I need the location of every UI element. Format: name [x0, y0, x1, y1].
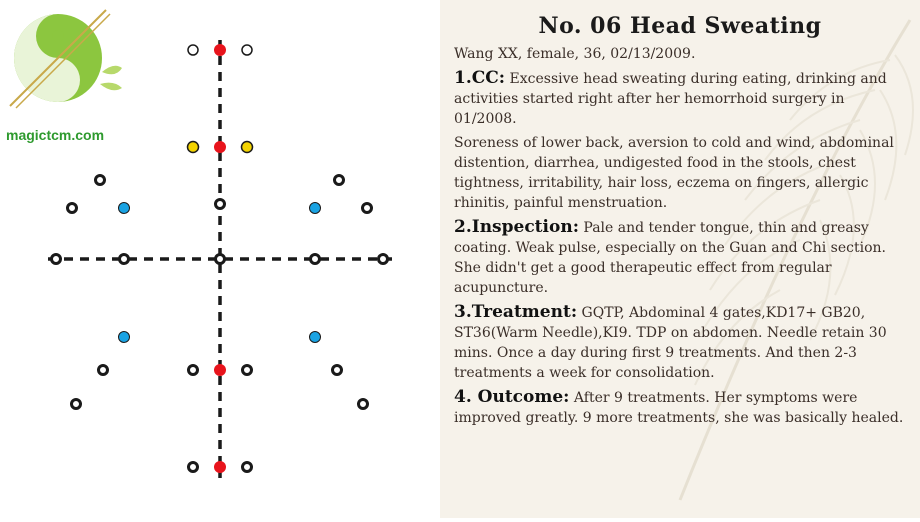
acupoint-marker	[187, 461, 199, 473]
acupoint-diagram	[0, 0, 440, 518]
acupoint-marker	[331, 364, 343, 376]
feather-watermark-icon	[678, 19, 914, 501]
acupoint-marker	[94, 174, 106, 186]
treatment-text: GQTP, Abdominal 4 gates,KD17+ GB20, ST36…	[454, 305, 887, 381]
acupoint-marker	[187, 364, 199, 376]
inspection-section: 2.Inspection: Pale and tender tongue, th…	[454, 217, 906, 298]
red-acupoint-marker	[214, 141, 226, 153]
acupoint-marker	[361, 202, 373, 214]
acupoint-marker	[118, 253, 130, 265]
acupoint-marker	[333, 174, 345, 186]
inspection-text: Pale and tender tongue, thin and greasy …	[454, 220, 886, 296]
yellow-acupoint-marker	[186, 140, 200, 154]
case-text: No. 06 Head Sweating Wang XX, female, 36…	[454, 14, 906, 432]
yellow-acupoint-marker	[240, 140, 254, 154]
inspection-heading: 2.Inspection:	[454, 217, 579, 237]
blue-acupoint-marker	[309, 331, 321, 343]
treatment-section: 3.Treatment: GQTP, Abdominal 4 gates,KD1…	[454, 302, 906, 383]
cc-text: Excessive head sweating during eating, d…	[454, 71, 887, 127]
logo	[2, 2, 128, 122]
acupoint-marker	[70, 398, 82, 410]
acupoint-map	[48, 40, 392, 478]
acupoint-marker	[241, 461, 253, 473]
blue-acupoint-marker	[118, 202, 130, 214]
outcome-text: After 9 treatments. Her symptoms were im…	[454, 390, 904, 426]
yin-yang-logo-icon	[2, 2, 128, 122]
patient-info: Wang XX, female, 36, 02/13/2009.	[454, 46, 696, 62]
acupoint-marker	[241, 364, 253, 376]
acupoint-marker	[214, 198, 226, 210]
blue-acupoint-marker	[118, 331, 130, 343]
red-acupoint-marker	[214, 461, 226, 473]
cc-more: Soreness of lower back, aversion to cold…	[454, 135, 894, 211]
acupoint-marker	[187, 44, 199, 56]
site-brand: magictcm.com	[6, 127, 105, 143]
blue-acupoint-marker	[309, 202, 321, 214]
case-panel: No. 06 Head Sweating Wang XX, female, 36…	[440, 0, 920, 518]
acupoint-marker	[66, 202, 78, 214]
outcome-section: 4. Outcome: After 9 treatments. Her symp…	[454, 387, 906, 428]
case-title: No. 06 Head Sweating	[538, 13, 822, 39]
outcome-heading: 4. Outcome:	[454, 387, 570, 407]
acupoint-marker	[309, 253, 321, 265]
acupoint-marker	[97, 364, 109, 376]
acupoint-marker	[377, 253, 389, 265]
red-acupoint-marker	[214, 364, 226, 376]
cc-heading: 1.CC:	[454, 68, 506, 88]
cc-section: 1.CC: Excessive head sweating during eat…	[454, 68, 906, 129]
acupoint-marker	[357, 398, 369, 410]
treatment-heading: 3.Treatment:	[454, 302, 578, 322]
red-acupoint-marker	[214, 44, 226, 56]
acupoint-marker	[241, 44, 253, 56]
acupoint-marker	[214, 253, 226, 265]
acupoint-marker	[50, 253, 62, 265]
